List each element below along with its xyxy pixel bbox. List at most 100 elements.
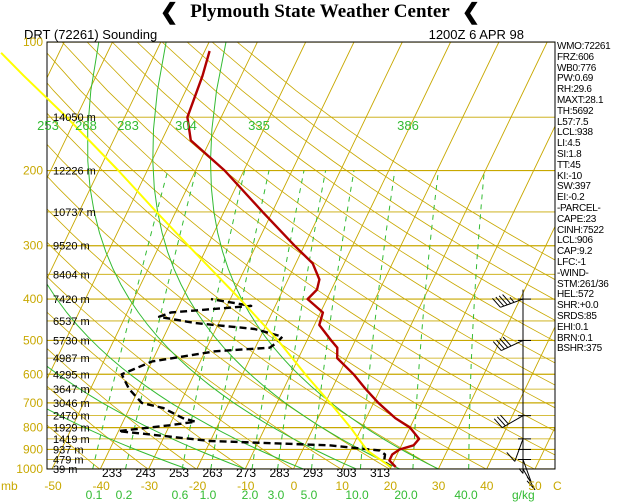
- pressure-tick-label: 100: [23, 35, 43, 49]
- mixing-ratio-label: 0.2: [116, 488, 133, 502]
- dry-adiabat-line: [136, 42, 555, 342]
- theta-e-label: 386: [397, 118, 419, 133]
- height-label: 8404 m: [53, 269, 90, 281]
- isotherm-line: [437, 225, 555, 469]
- series-layer: [0, 50, 421, 469]
- wind-barb: [518, 468, 536, 491]
- sounding-index: MAXT:28.1: [557, 94, 604, 106]
- mixing-ratio-line: [92, 170, 169, 469]
- moist-adiabat-line: [47, 408, 188, 469]
- temperature-tick-label: 20: [384, 479, 398, 493]
- isotherm-line: [341, 42, 548, 469]
- height-label: 479 m: [53, 454, 84, 466]
- height-label: 39 m: [53, 464, 77, 476]
- theta-e-label: 283: [117, 118, 139, 133]
- banner-title: Plymouth State Weather Center: [190, 1, 450, 22]
- mixing-ratio-label: 1.0: [200, 488, 217, 502]
- left-swoosh-icon: ❮: [159, 0, 179, 24]
- dry-adiabat-line: [236, 42, 555, 261]
- isotherm-line: [148, 42, 355, 469]
- height-label: 4295 m: [53, 369, 90, 381]
- height-label: 3647 m: [53, 384, 90, 396]
- dry-adiabat-line: [161, 42, 555, 321]
- theta-bottom-label: 273: [236, 466, 256, 480]
- moist-adiabat-line: [209, 42, 439, 469]
- dry-adiabat-line: [47, 143, 487, 469]
- theta-e-label: 304: [175, 118, 197, 133]
- mixing-ratio-line: [412, 170, 439, 469]
- index-panel: WMO:72261 FRZ:606 WB0:776 PW:0.69 RH:29.6 MAX…: [557, 41, 640, 355]
- wind-barb: [492, 294, 531, 308]
- sounding-index: CINH:7522: [557, 224, 604, 236]
- theta-bottom-label: 293: [303, 466, 323, 480]
- dry-adiabat-line: [47, 424, 100, 469]
- sounding-index: RH:29.6: [557, 84, 592, 96]
- height-label: 937 m: [53, 444, 84, 456]
- temperature-line: [186, 50, 421, 468]
- temperature-tick-label: 30: [432, 479, 446, 493]
- mixing-ratio-unit: g/kg: [512, 488, 535, 502]
- dry-adiabat-line: [86, 42, 555, 386]
- height-label: 6537 m: [53, 316, 90, 328]
- grid-layer: [46, 41, 556, 470]
- sounding-index: WB0:776: [557, 62, 597, 74]
- plot-frame: [46, 41, 556, 470]
- wind-barb: [492, 336, 531, 352]
- mixing-ratio-label: 3.0: [268, 488, 285, 502]
- mixing-ratio-label: 2.0: [242, 488, 259, 502]
- sounding-index: CAP:9.2: [557, 246, 593, 258]
- sounding-index: SI:1.8: [557, 148, 582, 160]
- temperature-tick-label: -10: [237, 479, 255, 493]
- wind-barb: [506, 438, 531, 462]
- sounding-index: LI:4.5: [557, 138, 581, 150]
- dry-adiabat-line: [47, 175, 438, 469]
- isotherm-line: [196, 42, 403, 469]
- sounding-index: -PARCEL-: [557, 202, 601, 214]
- label-layer: DRT (72261) Sounding 1200Z 6 APR 98100200…: [1, 27, 562, 502]
- theta-e-label: 268: [75, 118, 97, 133]
- sounding-index: PW:0.69: [557, 73, 594, 85]
- isotherm-line: [486, 325, 555, 469]
- isotherm-line: [293, 42, 500, 469]
- theta-e-label: 253: [37, 118, 59, 133]
- temperature-tick-label: 40: [480, 479, 494, 493]
- dry-adiabat-line: [47, 208, 390, 469]
- grid-clip: [47, 42, 555, 469]
- dry-adiabat-line: [186, 42, 555, 301]
- wind-layer: [492, 289, 536, 491]
- sounding-index: FRZ:606: [557, 51, 594, 63]
- theta-e-label: 335: [248, 118, 270, 133]
- sounding-time-title: 1200Z 6 APR 98: [429, 27, 524, 42]
- pressure-tick-label: 800: [23, 421, 43, 435]
- mixing-ratio-label: 40.0: [454, 488, 478, 502]
- theta-bottom-label: 263: [202, 466, 222, 480]
- temperature-tick-label: 10: [336, 479, 350, 493]
- temperature-tick-label: 50: [528, 479, 542, 493]
- pressure-tick-label: 700: [23, 396, 43, 410]
- pressure-tick-label: 500: [23, 333, 43, 347]
- height-label: 1419 m: [53, 434, 90, 446]
- height-label: 5730 m: [53, 335, 90, 347]
- wind-barb: [493, 414, 531, 429]
- pressure-tick-label: 300: [23, 239, 43, 253]
- temperature-tick-label: -30: [141, 479, 159, 493]
- sounding-index: EHI:0.1: [557, 321, 589, 333]
- dry-adiabat-line: [211, 42, 555, 281]
- theta-bottom-label: 313: [370, 466, 390, 480]
- height-label: 7420 m: [53, 294, 90, 306]
- theta-bottom-label: 283: [269, 466, 289, 480]
- mixing-ratio-label: 0.6: [172, 488, 189, 502]
- sounding-index: KI:-10: [557, 170, 582, 182]
- isotherm-line: [244, 42, 452, 469]
- sounding-index: HEL:572: [557, 289, 594, 301]
- isotherm-line: [389, 125, 555, 469]
- parcel-line: [0, 52, 392, 468]
- theta-bottom-label: 233: [102, 466, 122, 480]
- banner: ❮ Plymouth State Weather Center ❮: [0, 0, 640, 24]
- mixing-ratio-label: 5.0: [301, 488, 318, 502]
- height-label: 2470 m: [53, 411, 90, 423]
- sounding-index: STM:261/36: [557, 278, 609, 290]
- sounding-index: TH:5692: [557, 105, 594, 117]
- height-label: 3046 m: [53, 398, 90, 410]
